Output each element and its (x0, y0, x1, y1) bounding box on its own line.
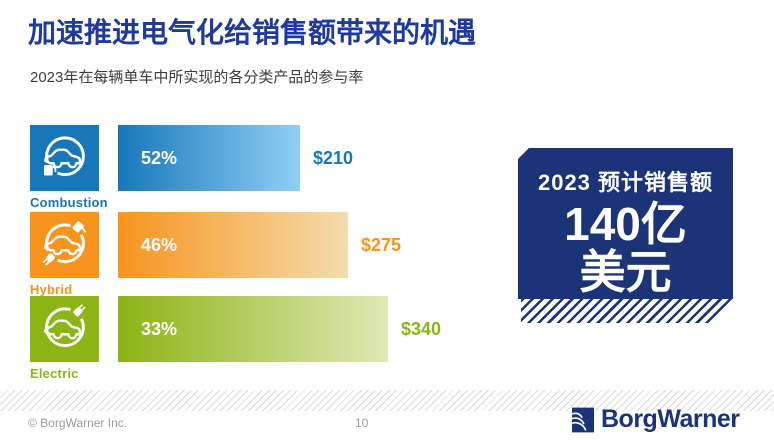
category-row-hybrid: Hybrid 46% $275 (30, 212, 500, 297)
copyright-text: © BorgWarner Inc. (28, 416, 128, 430)
hybrid-car-icon (30, 212, 99, 278)
callout-caption: 2023 预计销售额 (537, 170, 714, 195)
page-title: 加速推进电气化给销售额带来的机遇 (28, 17, 477, 48)
dollar-value-label: $210 (313, 147, 354, 168)
callout-amount: 140亿 (564, 198, 687, 250)
sales-callout: 2023 预计销售额 140亿 美元 (518, 148, 733, 299)
page-number: 10 (355, 416, 369, 430)
category-label: Hybrid (30, 282, 73, 297)
share-percent-label: 46% (141, 234, 178, 255)
borgwarner-logo-mark-icon (572, 407, 594, 432)
hybrid-bar: 46% (118, 212, 348, 278)
category-row-combustion: Combustion 52% $210 (30, 125, 500, 210)
combustion-car-icon (30, 125, 99, 191)
dollar-value-label: $340 (401, 318, 442, 339)
combustion-bar: 52% (118, 125, 300, 191)
category-label: Electric (30, 366, 79, 381)
callout-hatch-band (521, 299, 733, 323)
category-label: Combustion (30, 195, 108, 210)
dollar-value-label: $275 (361, 234, 402, 255)
callout-currency: 美元 (579, 246, 672, 299)
borgwarner-logo: BorgWarner (572, 405, 740, 434)
category-row-electric: Electric 33% $340 (30, 296, 500, 381)
electric-car-icon (30, 296, 99, 362)
share-percent-label: 52% (141, 147, 178, 168)
page-subtitle: 2023年在每辆单车中所实现的各分类产品的参与率 (30, 69, 364, 86)
footer-divider (0, 390, 774, 411)
share-percent-label: 33% (141, 318, 178, 339)
borgwarner-logo-text: BorgWarner (601, 405, 740, 433)
electric-bar: 33% (118, 296, 388, 362)
